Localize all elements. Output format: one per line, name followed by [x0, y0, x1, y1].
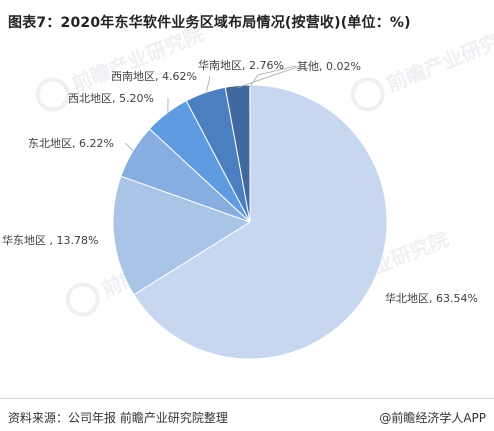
watermark-text: 前瞻产业研究院	[383, 22, 494, 97]
slice-label-5: 西南地区, 4.62%	[111, 70, 197, 83]
watermark-text: 前瞻产业研究院	[68, 22, 207, 97]
watermark: 前瞻产业研究院	[350, 22, 494, 112]
slice-label-4: 西北地区, 5.20%	[68, 92, 154, 105]
slice-label-3: 东北地区, 6.22%	[28, 137, 114, 150]
slice-label-6: 华南地区, 2.76%	[198, 58, 284, 72]
leader-line-7	[249, 65, 297, 88]
slice-label-1: 华北地区, 63.54%	[385, 291, 478, 305]
pie-slice-2	[112, 175, 252, 296]
source-note: 资料来源：公司年报 前瞻产业研究院整理	[8, 411, 228, 425]
leader-line-3	[124, 142, 135, 153]
slice-label-2: 华东地区 , 13.78%	[2, 233, 98, 247]
brand-credit: @前瞻经济学人APP	[379, 411, 486, 425]
pie-slice-1	[133, 84, 388, 360]
leader-line-6	[237, 65, 301, 88]
pie-slices	[112, 84, 388, 360]
footer: 资料来源：公司年报 前瞻产业研究院整理 @前瞻经济学人APP	[0, 398, 494, 431]
chart-title: 图表7：2020年东华软件业务区域布局情况(按营收)(单位：%)	[8, 15, 411, 31]
slice-labels: 华北地区, 63.54% 华东地区 , 13.78% 东北地区, 6.22% 西北地区…	[2, 58, 478, 305]
leader-line-5	[205, 75, 211, 95]
slice-label-7: 其他, 0.02%	[297, 60, 361, 73]
leader-lines	[124, 65, 301, 153]
